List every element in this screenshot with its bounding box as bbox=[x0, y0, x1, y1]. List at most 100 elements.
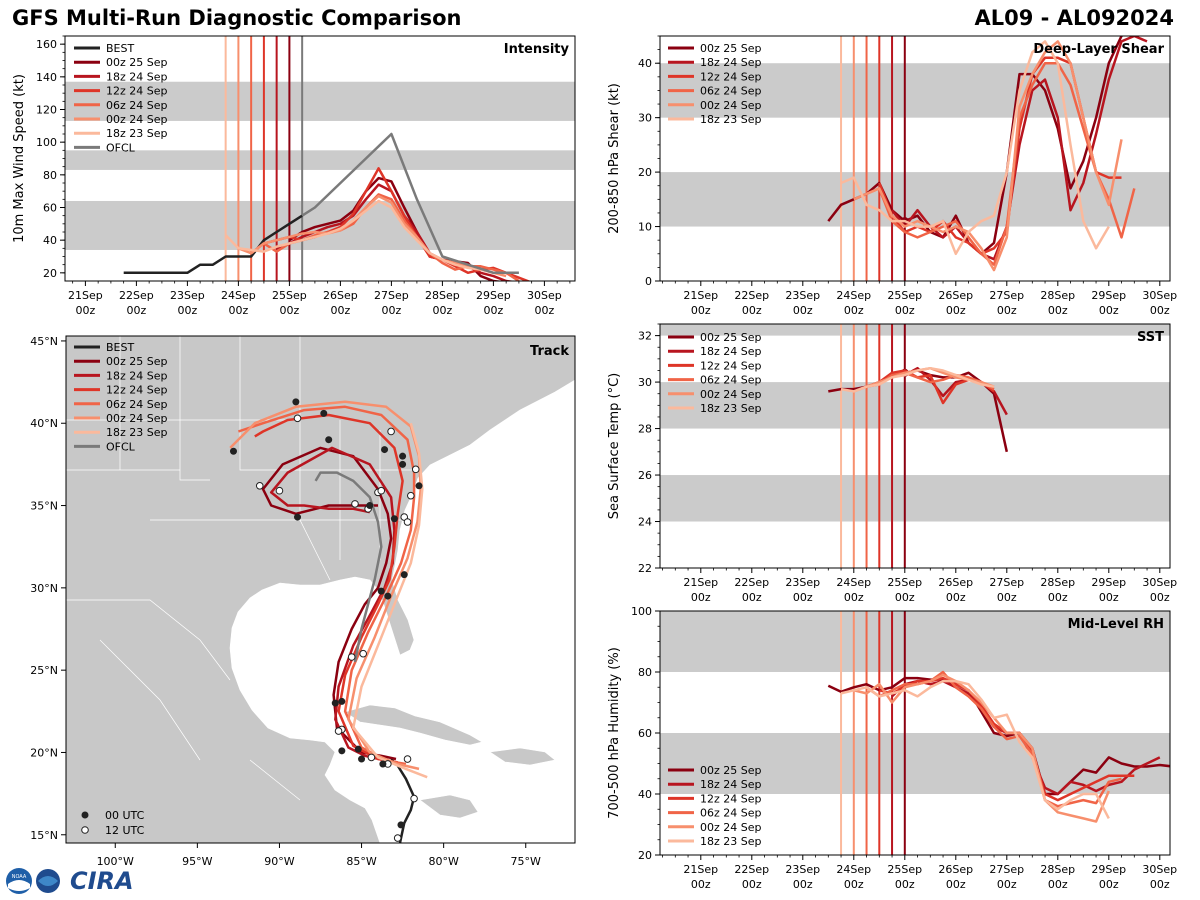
intensity-legend-label: 18z 24 Sep bbox=[106, 70, 168, 83]
track-marker-00utc bbox=[390, 515, 398, 523]
intensity-title: Intensity bbox=[504, 42, 570, 57]
shear-xtick-label: 25Sep bbox=[887, 289, 922, 302]
sst-xtick-label: 24Sep bbox=[836, 576, 871, 589]
shear-xtick-hour: 00z bbox=[997, 304, 1017, 317]
track-line bbox=[269, 446, 396, 762]
intensity-ytick-label: 80 bbox=[43, 169, 57, 182]
intensity-legend-label: BEST bbox=[106, 42, 134, 55]
rh-band bbox=[660, 611, 1170, 672]
sst-ylabel: Sea Surface Temp (°C) bbox=[607, 373, 622, 520]
sst-band bbox=[660, 475, 1170, 522]
shear-plot-area bbox=[660, 36, 1170, 281]
track-ytick-label: 15°N bbox=[30, 829, 58, 842]
track-plot-area bbox=[229, 398, 428, 843]
shear-xtick-hour: 00z bbox=[1150, 304, 1170, 317]
track-marker-00utc bbox=[292, 398, 300, 406]
rh-xtick-hour: 00z bbox=[844, 878, 864, 891]
intensity-xtick-label: 24Sep bbox=[221, 289, 256, 302]
page-title: GFS Multi-Run Diagnostic Comparison bbox=[12, 6, 462, 30]
rh-xtick-hour: 00z bbox=[793, 878, 813, 891]
rh-legend-label: 18z 24 Sep bbox=[700, 778, 762, 791]
intensity-ytick-label: 40 bbox=[43, 234, 57, 247]
rh-ytick-label: 80 bbox=[638, 666, 652, 679]
track-marker-00utc bbox=[325, 436, 333, 444]
sst-xtick-hour: 00z bbox=[691, 591, 711, 604]
noaa-text: NOAA bbox=[12, 874, 27, 880]
intensity-xtick-label: 26Sep bbox=[323, 289, 358, 302]
intensity-xtick-hour: 00z bbox=[382, 304, 402, 317]
track-ytick-label: 45°N bbox=[30, 335, 58, 348]
intensity-xtick-label: 27Sep bbox=[374, 289, 409, 302]
sst-xtick-hour: 00z bbox=[1048, 591, 1068, 604]
intensity-legend-label: OFCL bbox=[106, 141, 136, 154]
sst-xtick-label: 25Sep bbox=[887, 576, 922, 589]
track-legend-label: 12z 24 Sep bbox=[106, 384, 168, 397]
intensity-xtick-hour: 00z bbox=[280, 304, 300, 317]
track-marker-12utc bbox=[403, 755, 412, 763]
rh-plot-area bbox=[660, 611, 1170, 855]
track-line bbox=[254, 413, 404, 764]
rh-xtick-label: 23Sep bbox=[785, 863, 820, 876]
shear-xtick-hour: 00z bbox=[844, 304, 864, 317]
sst-xtick-hour: 00z bbox=[1099, 591, 1119, 604]
intensity-panel: 20 40 60 80 100 120 140 160 21Sep 00z 22Sep 00z 23Se… bbox=[12, 35, 576, 317]
track-marker-00utc bbox=[399, 460, 407, 468]
shear-xtick-hour: 00z bbox=[793, 304, 813, 317]
intensity-series-line bbox=[301, 132, 519, 275]
rh-xtick-label: 30Sep bbox=[1142, 863, 1177, 876]
sst-xtick-label: 27Sep bbox=[989, 576, 1024, 589]
storm-id: AL09 - AL092024 bbox=[974, 6, 1175, 30]
sst-xtick-label: 29Sep bbox=[1091, 576, 1126, 589]
intensity-xtick-label: 29Sep bbox=[476, 289, 511, 302]
rh-xtick-label: 27Sep bbox=[989, 863, 1024, 876]
legend-marker-label: 00 UTC bbox=[105, 809, 145, 822]
shear-ytick-label: 10 bbox=[638, 221, 652, 234]
sst-xtick-hour: 00z bbox=[793, 591, 813, 604]
intensity-legend-label: 06z 24 Sep bbox=[106, 99, 168, 112]
track-xtick-label: 95°W bbox=[182, 855, 212, 868]
legend-marker-12utc bbox=[81, 826, 89, 834]
rh-xtick-hour: 00z bbox=[997, 878, 1017, 891]
sst-xtick-hour: 00z bbox=[742, 591, 762, 604]
sst-legend-label: 12z 24 Sep bbox=[700, 359, 762, 372]
shear-panel: 0 10 20 30 40 21Sep 00z 22Sep 00z 23Sep 00z 24Sep 00… bbox=[607, 35, 1177, 317]
track-marker-00utc bbox=[377, 587, 385, 595]
track-legend-label: 18z 23 Sep bbox=[106, 426, 168, 439]
intensity-xtick-hour: 00z bbox=[331, 304, 351, 317]
sst-xtick-hour: 00z bbox=[844, 591, 864, 604]
rh-ytick-label: 40 bbox=[638, 788, 652, 801]
track-xtick-label: 80°W bbox=[428, 855, 458, 868]
intensity-ytick-label: 60 bbox=[43, 202, 57, 215]
track-ytick-label: 25°N bbox=[30, 664, 58, 677]
sst-ytick-label: 30 bbox=[638, 376, 652, 389]
track-xtick-label: 90°W bbox=[264, 855, 294, 868]
intensity-series-line bbox=[288, 176, 504, 281]
track-legend-label: 18z 24 Sep bbox=[106, 369, 168, 382]
rh-series-line bbox=[865, 670, 1122, 808]
track-ytick-label: 30°N bbox=[30, 582, 58, 595]
shear-xtick-label: 26Sep bbox=[938, 289, 973, 302]
track-marker-00utc bbox=[400, 571, 408, 579]
rh-title: Mid-Level RH bbox=[1068, 617, 1164, 632]
caribbean-land bbox=[419, 794, 479, 819]
shear-xtick-label: 23Sep bbox=[785, 289, 820, 302]
track-marker-12utc bbox=[334, 727, 343, 735]
rh-xtick-label: 25Sep bbox=[887, 863, 922, 876]
sst-xtick-hour: 00z bbox=[1150, 591, 1170, 604]
intensity-ytick-label: 140 bbox=[36, 71, 57, 84]
shear-xtick-label: 30Sep bbox=[1142, 289, 1177, 302]
intensity-band bbox=[65, 81, 575, 121]
shear-ytick-label: 0 bbox=[645, 275, 652, 288]
shear-xtick-hour: 00z bbox=[946, 304, 966, 317]
rh-band bbox=[660, 733, 1170, 794]
legend-marker-label: 12 UTC bbox=[105, 824, 145, 837]
cuba-land bbox=[344, 704, 483, 746]
intensity-xtick-hour: 00z bbox=[127, 304, 147, 317]
sst-band bbox=[660, 324, 1170, 336]
track-ytick-label: 20°N bbox=[30, 746, 58, 759]
rh-xtick-label: 22Sep bbox=[734, 863, 769, 876]
sst-series-line bbox=[840, 366, 995, 393]
track-marker-00utc bbox=[331, 699, 339, 707]
track-marker-00utc bbox=[379, 760, 387, 768]
